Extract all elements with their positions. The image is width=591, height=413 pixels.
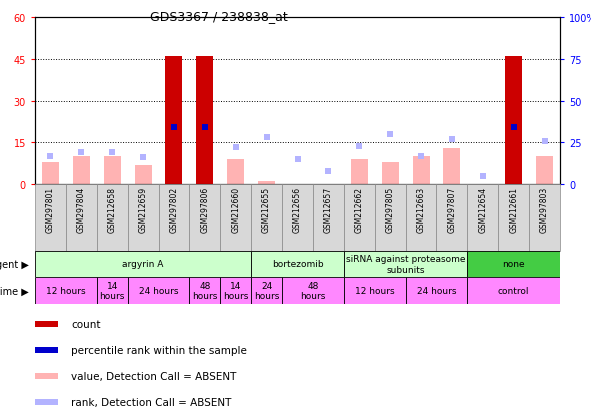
Text: GSM297804: GSM297804 <box>77 187 86 233</box>
Text: GSM212655: GSM212655 <box>262 187 271 233</box>
Bar <box>128 277 189 304</box>
Bar <box>344 277 405 304</box>
Bar <box>35 321 58 327</box>
Text: GSM212660: GSM212660 <box>231 187 240 233</box>
Text: 12 hours: 12 hours <box>46 286 86 295</box>
Text: GSM212659: GSM212659 <box>138 187 148 233</box>
Bar <box>66 185 97 252</box>
Bar <box>220 277 251 304</box>
Bar <box>536 157 553 185</box>
Bar <box>220 185 251 252</box>
Bar <box>35 373 58 379</box>
Bar <box>251 252 344 277</box>
Text: 48
hours: 48 hours <box>300 281 326 301</box>
Text: agent ▶: agent ▶ <box>0 259 29 269</box>
Bar <box>251 185 282 252</box>
Text: GSM297803: GSM297803 <box>540 187 549 233</box>
Text: 24
hours: 24 hours <box>254 281 280 301</box>
Text: GSM297805: GSM297805 <box>386 187 395 233</box>
Bar <box>128 185 158 252</box>
Bar <box>103 157 121 185</box>
Bar <box>189 185 220 252</box>
Text: GSM212662: GSM212662 <box>355 187 364 233</box>
Text: GSM212656: GSM212656 <box>293 187 302 233</box>
Text: GDS3367 / 238838_at: GDS3367 / 238838_at <box>150 10 288 23</box>
Text: rank, Detection Call = ABSENT: rank, Detection Call = ABSENT <box>71 397 231 407</box>
Bar <box>351 159 368 185</box>
Bar <box>135 165 151 185</box>
Text: siRNA against proteasome
subunits: siRNA against proteasome subunits <box>346 255 465 274</box>
Text: percentile rank within the sample: percentile rank within the sample <box>71 345 247 355</box>
Bar <box>35 277 97 304</box>
Text: 14
hours: 14 hours <box>99 281 125 301</box>
Bar <box>251 277 282 304</box>
Text: 12 hours: 12 hours <box>355 286 395 295</box>
Bar <box>35 347 58 353</box>
Bar <box>158 185 189 252</box>
Text: GSM297807: GSM297807 <box>447 187 456 233</box>
Bar <box>42 162 59 185</box>
Text: control: control <box>498 286 530 295</box>
Bar <box>467 277 560 304</box>
Bar <box>467 185 498 252</box>
Bar <box>498 185 529 252</box>
Text: GSM297801: GSM297801 <box>46 187 55 233</box>
Text: GSM297802: GSM297802 <box>170 187 178 233</box>
Text: GSM212658: GSM212658 <box>108 187 116 233</box>
Bar <box>382 162 399 185</box>
Bar <box>196 57 213 185</box>
Text: 24 hours: 24 hours <box>417 286 456 295</box>
Bar <box>413 157 430 185</box>
Bar <box>165 57 183 185</box>
Bar <box>228 159 244 185</box>
Bar <box>443 148 460 185</box>
Bar <box>97 277 128 304</box>
Bar <box>344 252 467 277</box>
Bar <box>437 185 467 252</box>
Bar <box>405 277 467 304</box>
Text: GSM212654: GSM212654 <box>478 187 488 233</box>
Bar <box>529 185 560 252</box>
Text: GSM212661: GSM212661 <box>509 187 518 233</box>
Text: GSM212657: GSM212657 <box>324 187 333 233</box>
Text: 24 hours: 24 hours <box>139 286 178 295</box>
Text: count: count <box>71 319 100 329</box>
Bar <box>35 399 58 405</box>
Bar <box>405 185 437 252</box>
Text: GSM297806: GSM297806 <box>200 187 209 233</box>
Text: GSM212663: GSM212663 <box>417 187 426 233</box>
Text: 48
hours: 48 hours <box>192 281 217 301</box>
Bar <box>282 277 344 304</box>
Bar <box>35 185 66 252</box>
Bar <box>467 252 560 277</box>
Bar <box>97 185 128 252</box>
Bar <box>189 277 220 304</box>
Text: 14
hours: 14 hours <box>223 281 248 301</box>
Text: bortezomib: bortezomib <box>272 260 323 269</box>
Text: none: none <box>502 260 525 269</box>
Bar <box>344 185 375 252</box>
Text: value, Detection Call = ABSENT: value, Detection Call = ABSENT <box>71 371 236 381</box>
Bar <box>35 252 251 277</box>
Bar <box>313 185 344 252</box>
Bar <box>258 182 275 185</box>
Bar <box>73 157 90 185</box>
Bar <box>375 185 405 252</box>
Bar <box>505 57 522 185</box>
Bar <box>282 185 313 252</box>
Text: time ▶: time ▶ <box>0 286 29 296</box>
Text: argyrin A: argyrin A <box>122 260 164 269</box>
